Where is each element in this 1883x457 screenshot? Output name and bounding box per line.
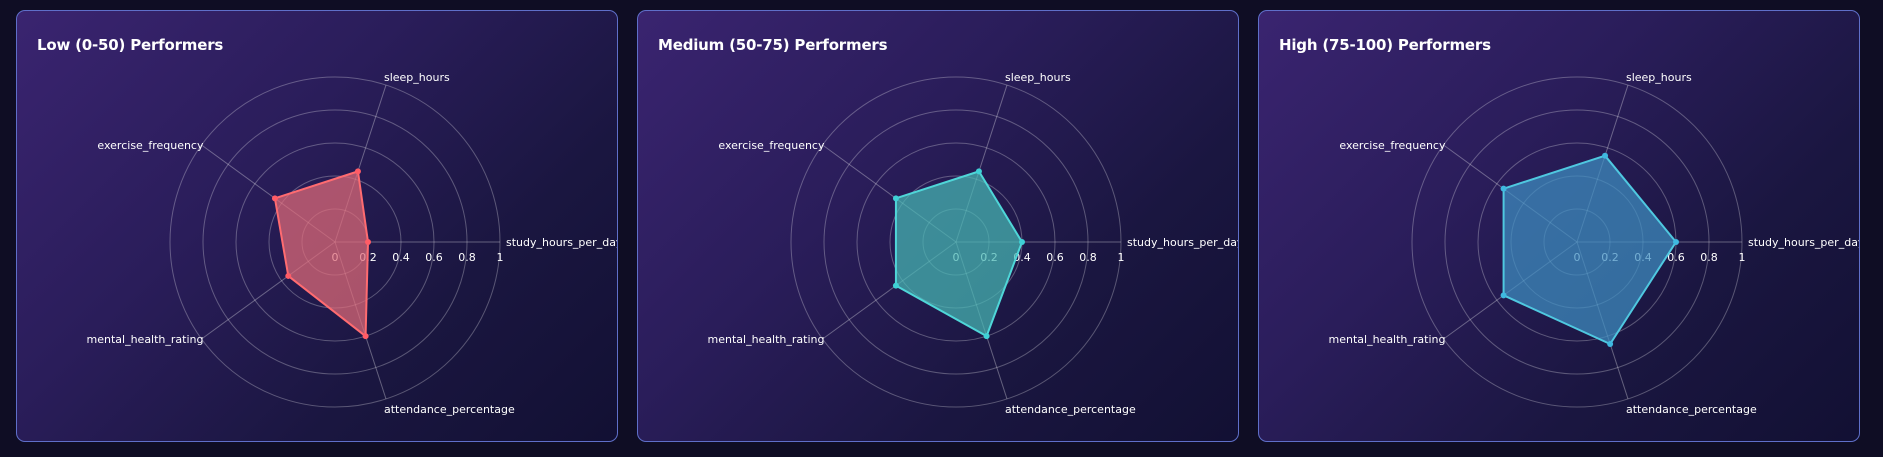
axis-label-attendance_percentage: attendance_percentage xyxy=(1626,403,1757,416)
radial-tick-label: 0.6 xyxy=(425,251,443,264)
axis-label-exercise_frequency: exercise_frequency xyxy=(718,139,825,152)
axis-label-sleep_hours: sleep_hours xyxy=(1005,71,1071,84)
data-point-sleep_hours xyxy=(975,168,982,175)
radar-chart-high: 00.20.40.60.81study_hours_per_daysleep_h… xyxy=(1329,71,1860,416)
radial-tick-label: 0.4 xyxy=(392,251,410,264)
axis-label-study_hours_per_day: study_hours_per_day xyxy=(1127,236,1239,249)
grid-ring xyxy=(790,76,1122,408)
panel-title-low: Low (0-50) Performers xyxy=(37,36,224,54)
data-point-exercise_frequency xyxy=(271,195,278,202)
radial-tick-label: 0.8 xyxy=(1079,251,1097,264)
axis-label-sleep_hours: sleep_hours xyxy=(384,71,450,84)
radial-tick-label: 1 xyxy=(1739,251,1746,264)
grid-ring xyxy=(202,109,468,375)
grid-ring xyxy=(235,142,435,342)
data-point-mental_health_rating xyxy=(892,282,899,289)
data-point-attendance_percentage xyxy=(1607,341,1614,347)
panel-title-medium: Medium (50-75) Performers xyxy=(658,36,888,54)
radial-tick-label: 0.6 xyxy=(1667,251,1685,264)
radial-tick-label: 0.8 xyxy=(458,251,476,264)
radar-panel-low: Low (0-50) Performers 00.20.40.60.81stud… xyxy=(16,10,618,442)
radial-tick-label: 1 xyxy=(1118,251,1125,264)
radial-tick-label: 0.6 xyxy=(1046,251,1064,264)
axis-label-exercise_frequency: exercise_frequency xyxy=(97,139,204,152)
data-point-sleep_hours xyxy=(1602,152,1609,159)
axis-label-sleep_hours: sleep_hours xyxy=(1626,71,1692,84)
data-point-mental_health_rating xyxy=(285,272,292,279)
data-point-exercise_frequency xyxy=(1500,185,1507,192)
axis-label-mental_health_rating: mental_health_rating xyxy=(87,333,204,346)
grid-ring xyxy=(1444,109,1710,375)
data-point-mental_health_rating xyxy=(1500,292,1507,299)
radar-chart-low: 00.20.40.60.81study_hours_per_daysleep_h… xyxy=(87,71,618,416)
axis-label-mental_health_rating: mental_health_rating xyxy=(708,333,825,346)
data-point-sleep_hours xyxy=(354,168,361,175)
data-point-attendance_percentage xyxy=(983,333,990,340)
grid-ring xyxy=(823,109,1089,375)
radar-chart-medium: 00.20.40.60.81study_hours_per_daysleep_h… xyxy=(708,71,1239,416)
radial-tick-label: 1 xyxy=(497,251,504,264)
axis-label-mental_health_rating: mental_health_rating xyxy=(1329,333,1446,346)
radar-panel-high: High (75-100) Performers 00.20.40.60.81s… xyxy=(1258,10,1860,442)
grid-ring xyxy=(169,76,501,408)
grid-ring xyxy=(856,142,1056,342)
data-point-study_hours_per_day xyxy=(1673,239,1679,245)
data-point-study_hours_per_day xyxy=(365,239,371,245)
data-point-study_hours_per_day xyxy=(1019,239,1025,245)
data-polygon xyxy=(1502,154,1677,345)
axis-label-exercise_frequency: exercise_frequency xyxy=(1339,139,1446,152)
axis-label-attendance_percentage: attendance_percentage xyxy=(1005,403,1136,416)
data-polygon xyxy=(273,170,369,338)
radar-panel-medium: Medium (50-75) Performers 00.20.40.60.81… xyxy=(637,10,1239,442)
data-point-attendance_percentage xyxy=(362,333,369,340)
axis-label-study_hours_per_day: study_hours_per_day xyxy=(1748,236,1860,249)
data-polygon xyxy=(894,170,1023,338)
radial-tick-label: 0.8 xyxy=(1700,251,1718,264)
grid-ring xyxy=(1411,76,1743,408)
panel-title-high: High (75-100) Performers xyxy=(1279,36,1491,54)
axis-label-attendance_percentage: attendance_percentage xyxy=(384,403,515,416)
data-point-exercise_frequency xyxy=(892,195,899,202)
axis-label-study_hours_per_day: study_hours_per_day xyxy=(506,236,618,249)
